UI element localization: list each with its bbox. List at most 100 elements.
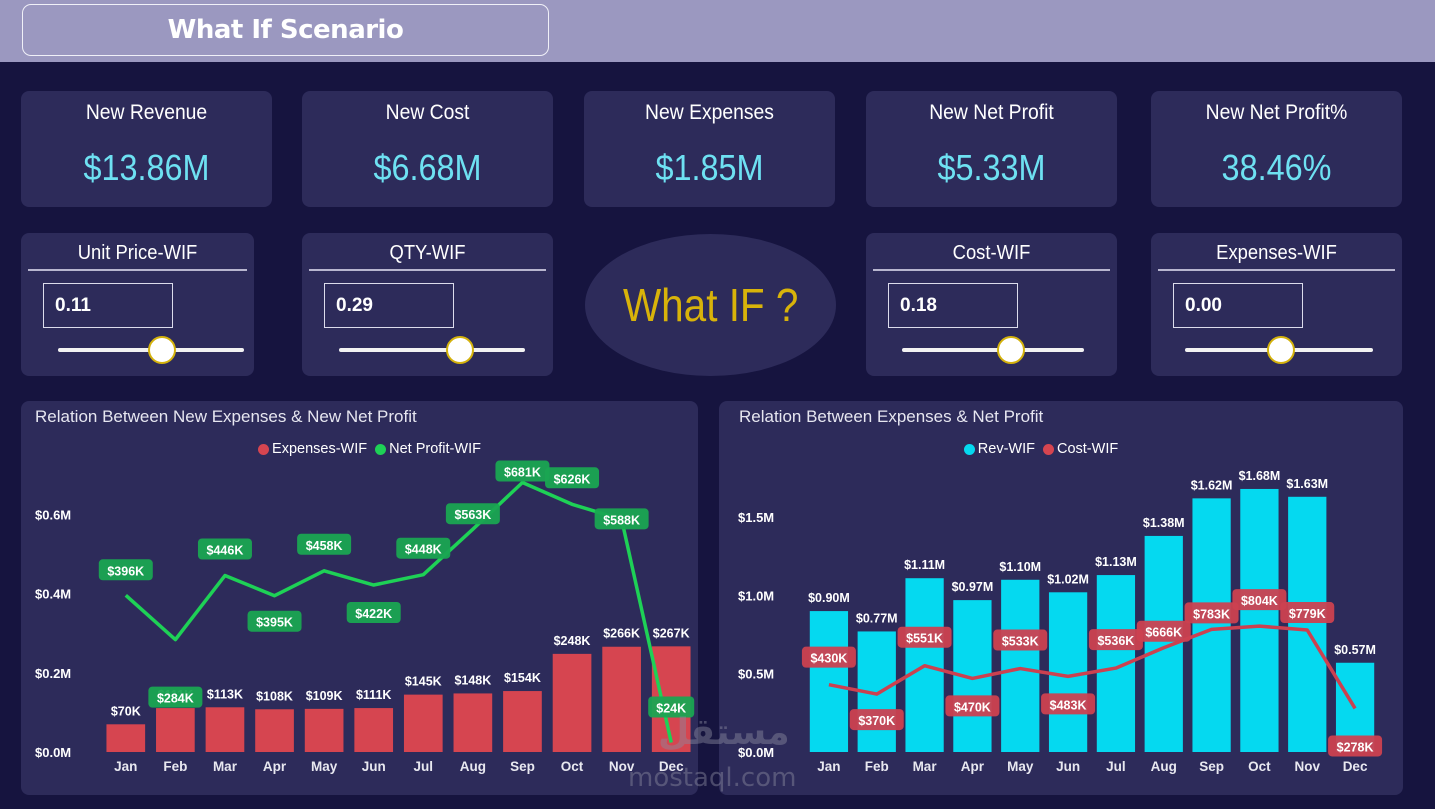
line-label-bg [945, 695, 1000, 717]
bar-data-label: $145K [405, 675, 442, 689]
expenses-wif-input[interactable]: 0.00 [1173, 283, 1303, 328]
chart-plot-area: $0.0M $0.5M $1.0M $1.5M $0.90M Jan $0.77M Feb $1… [738, 469, 1383, 774]
legend-item-net-profit[interactable]: Net Profit-WIF [375, 441, 481, 457]
kpi-value: 38.46% [1221, 147, 1332, 188]
expenses-wif-slider-thumb[interactable] [1266, 336, 1295, 364]
chart-title: Relation Between Expenses & Net Profit [739, 407, 1044, 426]
legend-item-revenue[interactable]: Rev-WIF [963, 441, 1035, 457]
cost-wif-input[interactable]: 0.18 [888, 283, 1018, 328]
bar-data-label: $1.62M [1191, 478, 1233, 492]
line-data-label: $588K [603, 513, 640, 527]
cost-wif-slider-thumb[interactable] [997, 336, 1026, 364]
x-tick-label: Oct [561, 759, 584, 774]
qty-wif-input[interactable]: 0.29 [324, 283, 454, 328]
line-label-bg [396, 537, 451, 559]
x-tick-label: Jan [817, 759, 840, 774]
y-tick-label: $0.2M [35, 666, 71, 681]
bar-data-label: $266K [603, 627, 640, 641]
x-tick-label: May [311, 759, 338, 774]
x-tick-label: Nov [609, 759, 635, 774]
line-data-label: $536K [1097, 634, 1134, 648]
line-label-bg [594, 508, 649, 530]
line-data-label: $563K [454, 508, 491, 522]
qty-wif-slider-thumb[interactable] [445, 336, 474, 364]
x-tick-label: Sep [1199, 759, 1224, 774]
bar-jan [809, 611, 849, 752]
kpi-label: New Cost [385, 101, 470, 124]
line-label-bg [346, 602, 401, 624]
legend-item-cost[interactable]: Cost-WIF [1042, 441, 1118, 457]
line-data-label: $470K [954, 700, 991, 714]
line-data-label: $779K [1289, 607, 1326, 621]
bar-may [304, 708, 344, 752]
bar-oct [1240, 488, 1279, 752]
header-bar: What If Scenario [0, 0, 1435, 62]
y-tick-label: $0.4M [35, 587, 71, 602]
y-tick-label: $0.6M [35, 508, 71, 523]
line-label-bg [247, 610, 302, 632]
line-data-label: $666K [1145, 626, 1182, 640]
slicer-expenses-wif: Expenses-WIF 0.00 [1151, 233, 1402, 376]
line-label-bg [648, 696, 695, 718]
bar-nov [1288, 496, 1327, 752]
line-data-label: $533K [1002, 635, 1039, 649]
line-data-label: $681K [504, 466, 541, 480]
slicer-label: Cost-WIF [952, 242, 1031, 264]
bar-data-label: $0.77M [856, 611, 898, 625]
divider [873, 269, 1110, 271]
slicer-unit-price-wif: Unit Price-WIF 0.11 [21, 233, 254, 376]
bar-may [1001, 579, 1040, 752]
bar-jun [354, 708, 394, 752]
line-label-bg [148, 686, 203, 708]
unit-price-wif-slider-thumb[interactable] [148, 336, 177, 364]
chart-legend: Expenses-WIF Net Profit-WIF [21, 441, 698, 457]
line-label-bg [197, 538, 252, 560]
line-label-bg [1280, 602, 1335, 624]
kpi-card-new-net-profit: New Net Profit $5.33M [866, 91, 1117, 207]
line-data-label: $370K [858, 714, 895, 728]
slicer-label: QTY-WIF [389, 242, 466, 264]
cost-wif-slider-track[interactable] [902, 348, 1084, 352]
bar-jan [106, 724, 146, 752]
x-tick-label: Sep [510, 759, 535, 774]
what-if-text: What IF ? [622, 279, 799, 331]
line-label-bg [495, 460, 550, 482]
unit-price-wif-input[interactable]: 0.11 [43, 283, 173, 328]
kpi-value: $1.85M [655, 147, 764, 188]
kpi-label: New Net Profit% [1205, 101, 1348, 124]
bar-jun [1048, 592, 1088, 752]
legend-label: Net Profit-WIF [389, 441, 481, 457]
line-label-bg [1041, 693, 1096, 715]
kpi-label: New Net Profit [929, 101, 1054, 124]
slicer-label: Expenses-WIF [1216, 242, 1337, 264]
bar-oct [552, 653, 592, 752]
line-label-bg [1232, 589, 1287, 611]
legend-dot-icon [963, 443, 975, 455]
x-tick-label: Oct [1248, 759, 1271, 774]
y-tick-label: $1.0M [738, 588, 774, 603]
kpi-value: $5.33M [937, 147, 1046, 188]
chart-plot-area: $0.0M $0.2M $0.4M $0.6M $70K Jan $111K Feb $113K… [35, 460, 695, 774]
legend-dot-icon [1042, 443, 1054, 455]
line-label-bg [445, 503, 500, 525]
line-series-cost-wif [828, 624, 1357, 710]
legend-label: Expenses-WIF [272, 441, 368, 457]
qty-wif-slider-track[interactable] [339, 348, 525, 352]
bar-data-label: $267K [653, 626, 690, 640]
legend-item-expenses[interactable]: Expenses-WIF [258, 441, 367, 457]
x-tick-label: Jun [362, 759, 386, 774]
x-tick-label: Mar [913, 759, 938, 774]
kpi-card-new-cost: New Cost $6.68M [302, 91, 553, 207]
bar-data-label: $1.02M [1047, 572, 1089, 586]
line-data-label: $458K [306, 539, 343, 553]
bar-data-label: $109K [306, 689, 343, 703]
slicer-qty-wif: QTY-WIF 0.29 [302, 233, 553, 376]
bar-data-label: $111K [356, 688, 391, 702]
bar-aug [453, 693, 493, 752]
x-tick-label: Dec [659, 759, 684, 774]
line-label-bg [98, 559, 153, 581]
line-data-label: $446K [207, 544, 244, 558]
bar-data-label: $108K [256, 689, 293, 703]
chart-title: Relation Between New Expenses & New Net … [35, 407, 417, 426]
line-label-bg [1184, 602, 1239, 624]
